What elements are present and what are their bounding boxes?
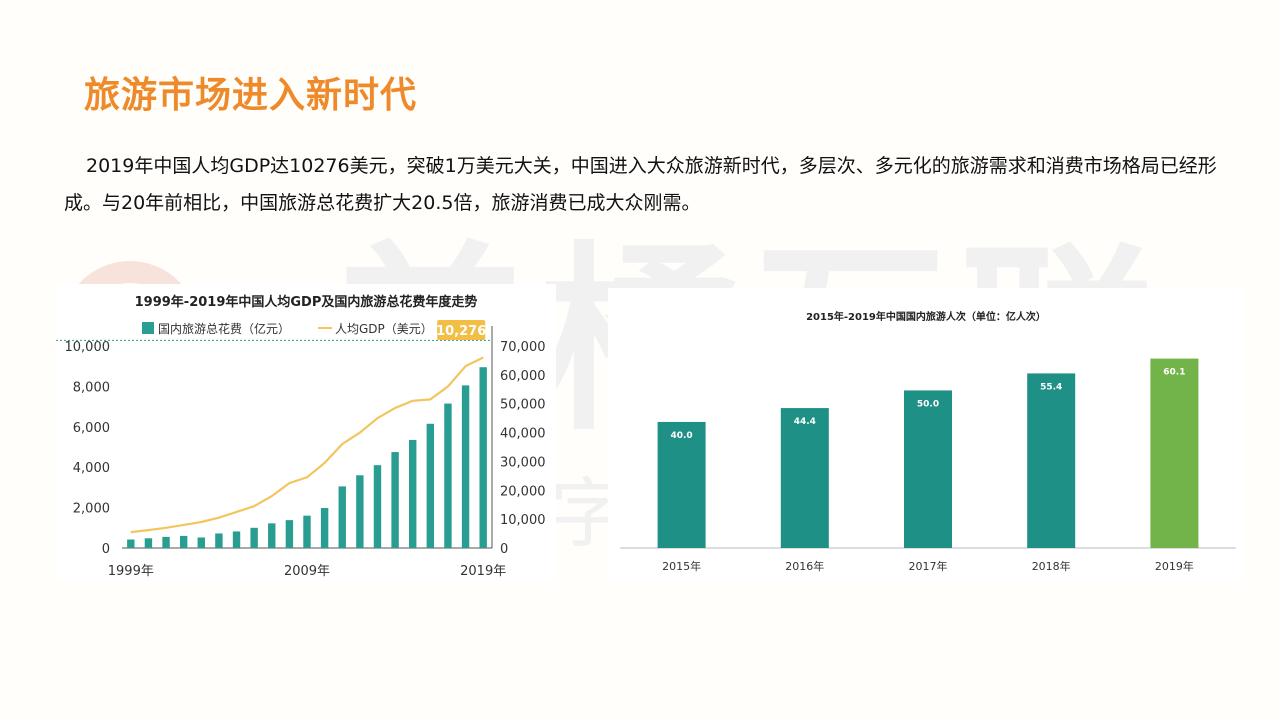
bar-value-label: 60.1 xyxy=(1163,368,1185,378)
y-left-tick-label: 8,000 xyxy=(73,380,110,395)
bar xyxy=(144,538,153,548)
highlight-badge xyxy=(437,320,486,340)
bar xyxy=(1027,373,1076,548)
y-right-tick-label: 50,000 xyxy=(500,398,546,413)
bar xyxy=(657,421,706,548)
x-tick-label: 2019年 xyxy=(460,564,506,579)
bar xyxy=(232,531,241,548)
y-left-tick-label: 2,000 xyxy=(73,502,110,517)
bar xyxy=(409,439,417,548)
gdp-line xyxy=(130,356,484,534)
gdp-spending-chart-svg: 1999年-2019年中国人均GDP及国内旅游总花费年度走势国内旅游总花费（亿元… xyxy=(56,294,546,579)
bar xyxy=(373,465,382,548)
y-right-tick-label: 70,000 xyxy=(500,340,546,355)
y-left-tick-label: 6,000 xyxy=(73,421,110,436)
x-tick-label: 2009年 xyxy=(284,564,330,579)
tourist-trips-chart: 2015年-2019年中国国内旅游人次（单位：亿人次） 40.0 2015年 44.4… xyxy=(608,288,1244,580)
bar xyxy=(285,520,294,548)
bar xyxy=(904,390,952,548)
bar xyxy=(303,515,311,548)
bar xyxy=(215,533,223,548)
bar xyxy=(1150,358,1199,548)
bar xyxy=(250,527,258,548)
bar xyxy=(320,508,329,548)
y-right-tick-label: 10,000 xyxy=(500,513,546,528)
y-right-tick-label: 20,000 xyxy=(500,484,546,499)
y-right-tick-label: 60,000 xyxy=(500,369,546,384)
highlight-label: 10,276 xyxy=(436,324,486,339)
y-left-tick-label: 0 xyxy=(102,542,110,557)
bar-value-label: 55.4 xyxy=(1040,382,1062,392)
bar xyxy=(444,403,452,548)
y-right-tick-label: 40,000 xyxy=(500,427,546,442)
bar xyxy=(127,539,135,548)
bar xyxy=(391,452,399,548)
x-tick-label: 2015年 xyxy=(662,559,701,573)
page-title: 旅游市场进入新时代 xyxy=(84,75,418,116)
bar-value-label: 40.0 xyxy=(670,431,692,441)
bar xyxy=(479,367,487,548)
bar-value-label: 50.0 xyxy=(917,399,939,409)
legend-line-label: 人均GDP（美元） xyxy=(335,322,433,336)
gdp-spending-chart: 1999年-2019年中国人均GDP及国内旅游总花费年度走势国内旅游总花费（亿元… xyxy=(56,284,556,580)
chart-title: 1999年-2019年中国人均GDP及国内旅游总花费年度走势 xyxy=(135,294,478,310)
bar xyxy=(780,408,829,548)
intro-paragraph: 2019年中国人均GDP达10276美元，突破1万美元大关，中国进入大众旅游新时… xyxy=(64,155,1217,214)
x-tick-label: 2017年 xyxy=(909,559,948,573)
y-right-tick-label: 30,000 xyxy=(500,455,546,470)
y-left-tick-label: 4,000 xyxy=(73,461,110,476)
bar xyxy=(426,423,435,548)
x-tick-label: 2018年 xyxy=(1032,559,1071,573)
y-left-tick-label: 10,000 xyxy=(65,340,111,355)
legend-bar-label: 国内旅游总花费（亿元） xyxy=(158,321,290,336)
legend-bar-swatch xyxy=(142,322,154,334)
x-tick-label: 1999年 xyxy=(108,564,154,579)
x-tick-label: 2016年 xyxy=(785,559,824,573)
bar xyxy=(338,486,346,548)
bar xyxy=(179,535,188,548)
bar xyxy=(268,523,276,548)
tourist-trips-chart-svg: 2015年-2019年中国国内旅游人次（单位：亿人次） 40.0 2015年 44.4… xyxy=(620,310,1236,573)
chart-title: 2015年-2019年中国国内旅游人次（单位：亿人次） xyxy=(806,310,1046,323)
bar xyxy=(197,537,205,548)
bar-value-label: 44.4 xyxy=(794,417,816,427)
y-right-tick-label: 0 xyxy=(500,542,508,557)
bar xyxy=(356,475,364,548)
bar xyxy=(162,536,170,548)
bar xyxy=(461,385,470,548)
x-tick-label: 2019年 xyxy=(1155,559,1194,573)
